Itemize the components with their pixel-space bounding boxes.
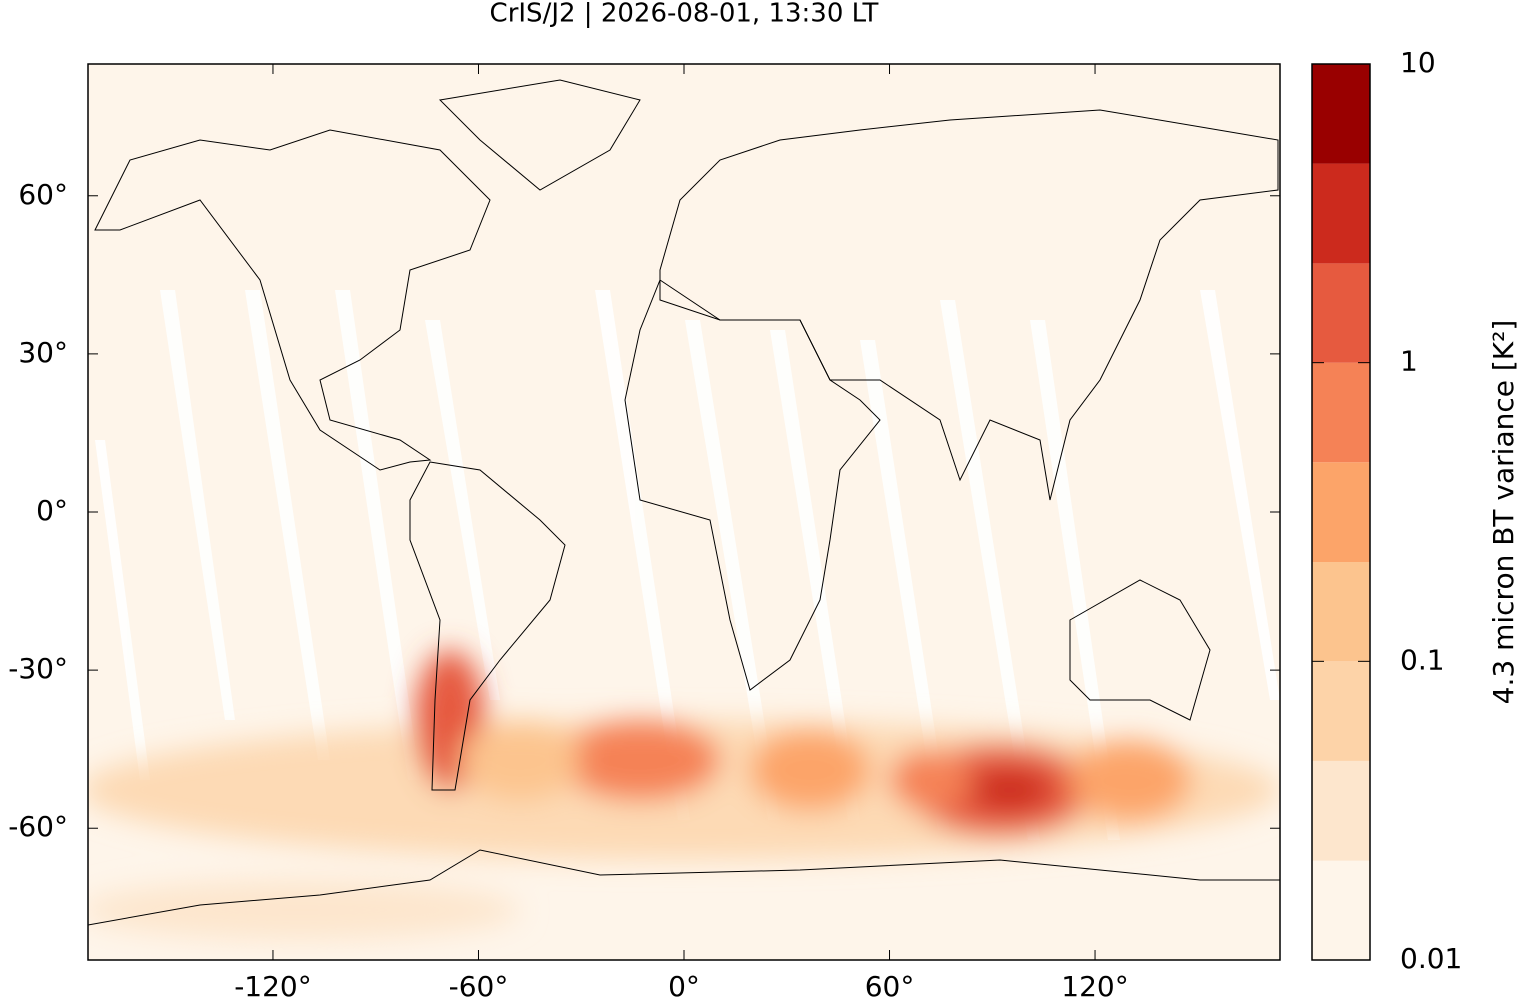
colorbar-band bbox=[1312, 163, 1370, 264]
colorbar-tick-label: 10 bbox=[1400, 46, 1436, 79]
colorbar-tick-label: 1 bbox=[1400, 345, 1418, 378]
y-tick-label: 30° bbox=[18, 336, 68, 369]
colorbar-frame bbox=[1311, 63, 1371, 961]
map-area bbox=[88, 64, 1280, 960]
colorbar-band bbox=[1312, 263, 1370, 363]
x-tick-label: 0° bbox=[668, 970, 700, 1002]
y-tick-label: -60° bbox=[8, 810, 68, 843]
chart-title: CrIS/J2 | 2026-08-01, 13:30 LT bbox=[490, 0, 879, 29]
y-tick-label: 60° bbox=[18, 178, 68, 211]
colorbar-band bbox=[1312, 462, 1370, 563]
y-tick-label: -30° bbox=[8, 652, 68, 685]
x-tick-label: -120° bbox=[234, 970, 312, 1002]
field-shading bbox=[88, 650, 1280, 940]
colorbar-band bbox=[1312, 661, 1370, 761]
coastlines bbox=[88, 79, 1280, 926]
x-tick-label: 60° bbox=[865, 970, 915, 1002]
x-tick-label: -60° bbox=[449, 970, 509, 1002]
x-tick-label: 120° bbox=[1061, 970, 1128, 1002]
colorbar-band bbox=[1312, 362, 1370, 463]
colorbar-tick-label: 0.01 bbox=[1400, 942, 1462, 975]
colorbar-band bbox=[1312, 860, 1370, 960]
colorbar-band bbox=[1312, 760, 1370, 861]
swath-gaps bbox=[95, 290, 1280, 840]
colorbar-band bbox=[1312, 562, 1370, 662]
colorbar-label: 4.3 micron BT variance [K²] bbox=[1487, 320, 1519, 705]
y-tick-label: 0° bbox=[36, 494, 68, 527]
colorbar-tick-label: 0.1 bbox=[1400, 643, 1445, 676]
colorbar-band bbox=[1312, 64, 1370, 164]
